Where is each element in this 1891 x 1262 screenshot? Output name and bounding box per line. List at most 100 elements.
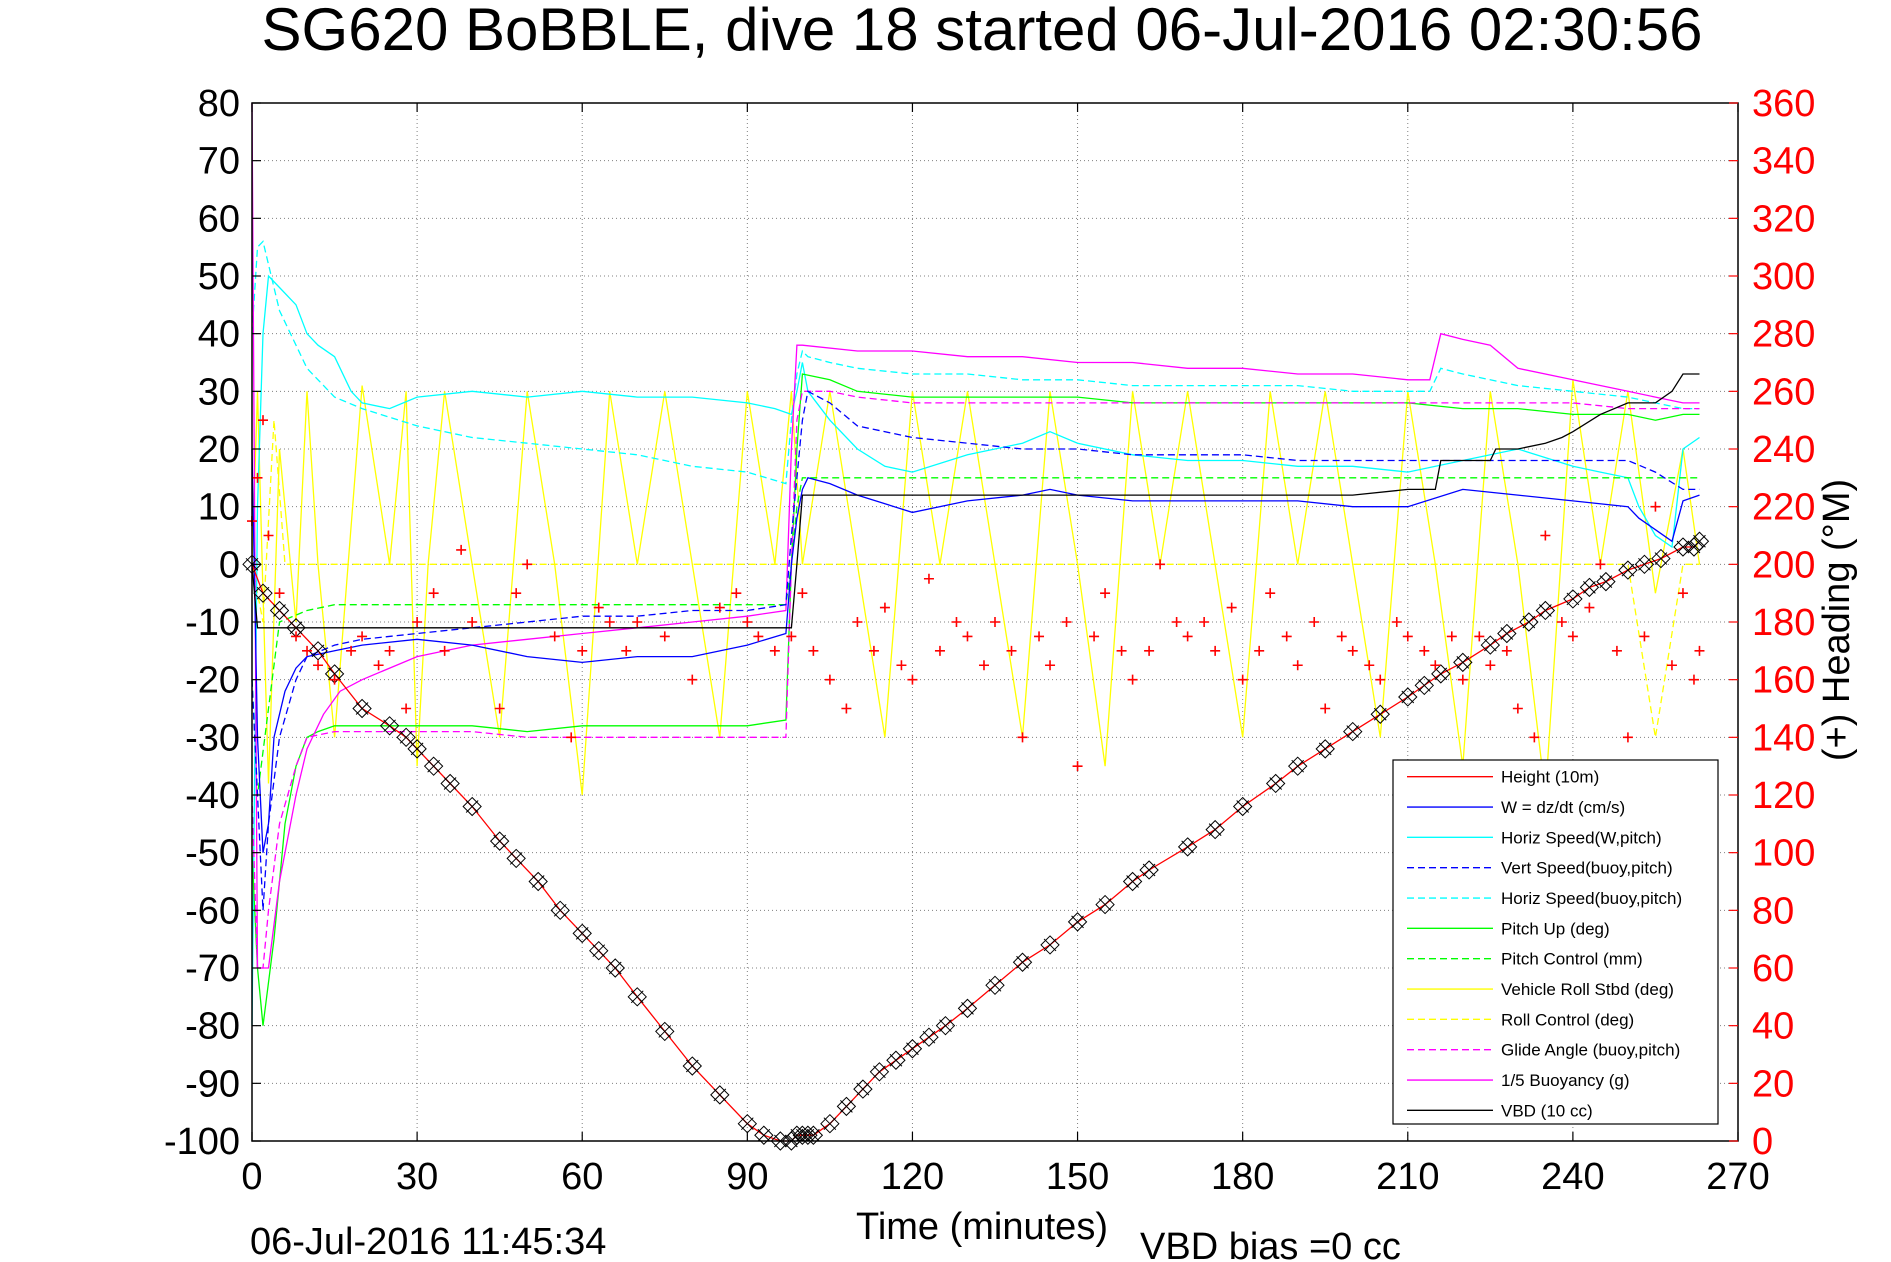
heading-point — [1309, 617, 1320, 627]
series-pitch-control-mm — [251, 477, 1700, 796]
height-point — [902, 1039, 923, 1059]
series-horiz-speed-w-pitch — [251, 274, 1700, 1026]
heading-point — [1639, 631, 1650, 642]
height-point — [1177, 837, 1198, 857]
height-point — [655, 1021, 675, 1042]
heading-point — [632, 617, 643, 627]
legend-label: Horiz Speed(buoy,pitch) — [1501, 889, 1682, 908]
height-point — [1067, 912, 1088, 932]
heading-point — [1622, 732, 1633, 743]
heading-point — [1474, 631, 1485, 642]
heading-point — [1650, 501, 1661, 512]
series-heading-m — [247, 415, 1705, 772]
heading-point — [1556, 617, 1567, 627]
legend-label: Pitch Up (deg) — [1501, 919, 1610, 938]
heading-point — [263, 530, 274, 541]
x-ticks: 0 30 60 90 120 150 180 210 240 270 — [241, 103, 1770, 1198]
height-point — [1040, 935, 1060, 955]
y-tick-label: 20 — [198, 429, 240, 471]
legend-label: Roll Control (deg) — [1501, 1010, 1634, 1029]
y-tick-label: -40 — [185, 775, 240, 817]
legend-item-1-5-buoyancy-g: 1/5 Buoyancy (g) — [1407, 1071, 1630, 1090]
heading-point — [302, 645, 313, 656]
y2-tick-label: 180 — [1752, 602, 1815, 644]
y-tick-label: -50 — [185, 833, 240, 875]
heading-point — [1254, 645, 1265, 656]
legend-label: VBD (10 cc) — [1501, 1101, 1593, 1120]
y2-tick-label: 40 — [1752, 1006, 1794, 1048]
heading-point — [907, 674, 918, 685]
heading-point — [494, 703, 505, 714]
series-line — [251, 390, 1700, 911]
heading-point — [1292, 660, 1303, 671]
legend-label: Glide Angle (buoy,pitch) — [1501, 1041, 1680, 1060]
height-point — [803, 1125, 824, 1145]
series-1-5-buoyancy-g — [251, 102, 1700, 969]
y2-tick-label: 280 — [1752, 314, 1815, 356]
heading-point — [868, 645, 879, 656]
series-line — [251, 274, 1700, 1026]
heading-point — [1226, 602, 1237, 613]
heading-point — [1045, 660, 1056, 671]
x-tick-label: 90 — [726, 1156, 768, 1198]
heading-point — [1336, 631, 1347, 642]
x-tick-label: 0 — [241, 1156, 262, 1198]
height-point — [1535, 600, 1556, 621]
height-point — [1618, 560, 1638, 580]
legend-item-w-dz-dt-cm-s: W = dz/dt (cm/s) — [1407, 798, 1625, 817]
x-tick-label: 270 — [1706, 1156, 1769, 1198]
height-point — [253, 583, 273, 603]
y-tick-label: 70 — [198, 141, 240, 183]
height-point — [1689, 531, 1710, 551]
y2-tick-label: 80 — [1752, 890, 1794, 932]
heading-point — [401, 703, 412, 714]
heading-point — [962, 631, 973, 642]
height-point — [379, 716, 400, 736]
heading-point — [687, 674, 698, 685]
height-point — [489, 831, 510, 851]
heading-point — [1501, 645, 1512, 656]
heading-point — [1419, 645, 1430, 656]
y2-tick-label: 220 — [1752, 487, 1815, 529]
height-point — [1139, 860, 1159, 880]
height-point — [1095, 894, 1115, 915]
heading-point — [357, 631, 368, 642]
heading-point — [1584, 602, 1595, 613]
x-tick-label: 120 — [881, 1156, 944, 1198]
height-point — [396, 727, 416, 748]
heading-point — [1265, 588, 1276, 599]
y-tick-label: 40 — [198, 314, 240, 356]
height-point — [506, 848, 526, 869]
height-point — [1497, 623, 1517, 644]
x-axis-label: Time (minutes) — [856, 1206, 1108, 1248]
heading-point — [1485, 660, 1496, 671]
y2-tick-label: 240 — [1752, 429, 1815, 471]
heading-point — [923, 573, 934, 584]
y2-tick-label: 140 — [1752, 717, 1815, 759]
series-line — [251, 379, 1701, 796]
legend-item-horiz-speed-w-pitch: Horiz Speed(W,pitch) — [1407, 828, 1662, 847]
height-point — [1431, 664, 1451, 684]
height-point — [787, 1125, 807, 1145]
heading-point — [786, 631, 797, 642]
y2-tick-label: 340 — [1752, 141, 1815, 183]
series-pitch-up-deg — [251, 373, 1700, 1026]
legend-item-glide-angle-buoy-pitch: Glide Angle (buoy,pitch) — [1407, 1041, 1680, 1060]
heading-point — [808, 645, 819, 656]
y-tick-label: -70 — [185, 948, 240, 990]
heading-point — [1144, 645, 1155, 656]
legend-label: Height (10m) — [1501, 768, 1599, 787]
heading-point — [511, 588, 522, 599]
heading-point — [1446, 631, 1457, 642]
y2-tick-label: 200 — [1752, 544, 1815, 586]
heading-point — [1512, 703, 1523, 714]
y-tick-label: -90 — [185, 1063, 240, 1105]
series-vert-speed-buoy-pitch — [251, 390, 1700, 911]
height-point — [1414, 675, 1434, 696]
heading-point — [1155, 559, 1166, 570]
heading-point — [1457, 674, 1468, 685]
legend: Height (10m) W = dz/dt (cm/s) Horiz Speed(… — [1392, 759, 1719, 1125]
legend-label: Vert Speed(buoy,pitch) — [1501, 859, 1673, 878]
heading-point — [714, 602, 725, 613]
height-point — [792, 1125, 813, 1145]
